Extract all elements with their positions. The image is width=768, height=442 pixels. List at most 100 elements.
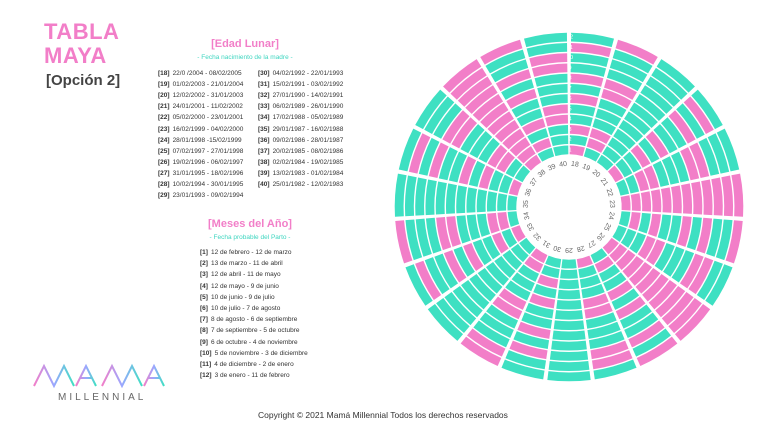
wheel-segment xyxy=(480,102,509,129)
wheel-segment xyxy=(607,280,633,301)
wheel-segment xyxy=(486,304,519,329)
wheel-segment xyxy=(442,110,470,144)
wheel-segment xyxy=(511,98,540,118)
wheel-segment xyxy=(620,195,631,211)
wheel-segment xyxy=(507,195,518,211)
wheel-segment xyxy=(436,298,470,334)
wheel-segment xyxy=(502,128,525,150)
list-item: [21] 24/01/2001 - 11/02/2002 xyxy=(158,103,243,110)
wheel-age-label: 32 xyxy=(533,231,544,242)
wheel-segment xyxy=(622,255,644,278)
wheel-segment xyxy=(438,147,458,181)
wheel-segment xyxy=(570,73,604,87)
list-item-range: 07/02/1997 - 27/01/1998 xyxy=(172,147,244,155)
wheel-segment xyxy=(468,160,486,187)
list-item: [9] 6 de octubre - 4 de noviembre xyxy=(200,339,298,346)
wheel-month-label: 12 xyxy=(567,35,573,41)
wheel-segment xyxy=(584,302,613,319)
list-item-key: [27] xyxy=(158,169,170,177)
wheel-age-label: 36 xyxy=(524,188,533,198)
wheel-segment xyxy=(408,133,431,174)
wheel-segment xyxy=(625,174,640,194)
list-item-range: 6 de octubre - 4 de noviembre xyxy=(210,338,298,346)
wheel-segment xyxy=(480,39,523,65)
wheel-segment xyxy=(494,120,520,143)
wheel-segment xyxy=(578,265,597,279)
wheel-segment xyxy=(529,53,568,67)
wheel-segment xyxy=(611,288,640,310)
wheel-segment xyxy=(498,288,527,310)
wheel-segment xyxy=(415,177,427,216)
wheel-segment xyxy=(532,138,552,153)
wheel-segment xyxy=(691,181,703,215)
wheel-segment xyxy=(415,260,442,300)
wheel-segment xyxy=(550,135,569,147)
list-item: [28] 10/02/1994 - 30/01/1995 xyxy=(158,181,243,188)
wheel-segment xyxy=(495,69,532,92)
wheel-month-label: 3 xyxy=(568,127,571,133)
wheel-age-label: 22 xyxy=(605,188,614,198)
wheel-segment xyxy=(643,165,660,190)
list-item-key: [24] xyxy=(158,136,170,144)
wheel-age-label: 23 xyxy=(608,200,616,208)
list-item: [19] 01/02/2003 - 21/01/2004 xyxy=(158,81,243,88)
list-item: [40] 25/01/1982 - 12/02/1983 xyxy=(258,181,343,188)
list-item-range: 5 de noviembre - 3 de diciembre xyxy=(214,349,308,357)
wheel-age-label: 38 xyxy=(537,169,548,179)
list-item: [7] 8 de agosto - 6 de septiembre xyxy=(200,316,297,323)
list-item-range: 23/01/1993 - 09/02/1994 xyxy=(172,192,244,200)
list-item-range: 12 de mayo - 9 de junio xyxy=(210,282,279,290)
wheel-segment xyxy=(458,156,477,185)
wheel-segment xyxy=(433,103,462,139)
wheel-segment xyxy=(618,120,644,143)
wheel-segment xyxy=(501,359,545,380)
wheel-segment xyxy=(537,83,568,97)
list-item: [1] 12 de febrero - 12 de marzo xyxy=(200,249,292,256)
wheel-segment xyxy=(570,63,607,77)
list-item-key: [18] xyxy=(158,70,170,77)
wheel-segment xyxy=(596,154,614,171)
title-line-2: MAYA xyxy=(44,43,107,68)
list-item-key: [11] xyxy=(200,361,212,368)
wheel-segment xyxy=(517,264,540,282)
wheel-segment xyxy=(531,63,568,77)
wheel-segment xyxy=(604,79,637,100)
wheel-segment xyxy=(424,257,450,295)
wheel-segment xyxy=(612,225,627,242)
wheel-segment xyxy=(706,218,723,257)
wheel-month-label: 5 xyxy=(568,106,571,112)
list-item-key: [6] xyxy=(200,305,208,312)
wheel-segment xyxy=(460,336,502,367)
wheel-month-label: 8 xyxy=(568,76,571,82)
list-item-key: [12] xyxy=(200,372,212,380)
wheel-segment xyxy=(523,32,568,48)
wheel-segment xyxy=(527,128,549,145)
wheel-segment xyxy=(457,76,493,107)
wheel-segment xyxy=(570,53,609,67)
list-item: [11] 4 de diciembre - 2 de enero xyxy=(200,361,294,368)
list-item: [32] 27/01/1990 - 14/02/1991 xyxy=(258,92,343,99)
wheel-segment xyxy=(472,93,504,121)
wheel-segment xyxy=(547,124,569,137)
wheel-segment xyxy=(444,292,477,326)
list-item-key: [2] xyxy=(200,260,208,268)
wheel-segment xyxy=(505,280,531,301)
wheel-segment xyxy=(551,340,587,351)
wheel-segment xyxy=(583,147,601,162)
wheel-segment xyxy=(448,151,467,183)
wheel-age-label: 20 xyxy=(591,169,602,179)
wheel-segment xyxy=(570,42,612,58)
wheel-segment xyxy=(646,239,666,266)
wheel-segment xyxy=(615,296,646,320)
wheel-segment xyxy=(638,137,660,163)
list-item-key: [19] xyxy=(158,81,170,89)
wheel-segment xyxy=(645,76,681,107)
wheel-segment xyxy=(628,212,641,231)
wheel-segment xyxy=(487,212,500,234)
list-item-key: [25] xyxy=(158,147,170,155)
wheel-segment xyxy=(668,110,696,144)
wheel-segment xyxy=(556,299,582,310)
wheel-segment xyxy=(425,217,442,254)
list-item-key: [5] xyxy=(200,293,208,301)
wheel-segment xyxy=(505,350,547,370)
